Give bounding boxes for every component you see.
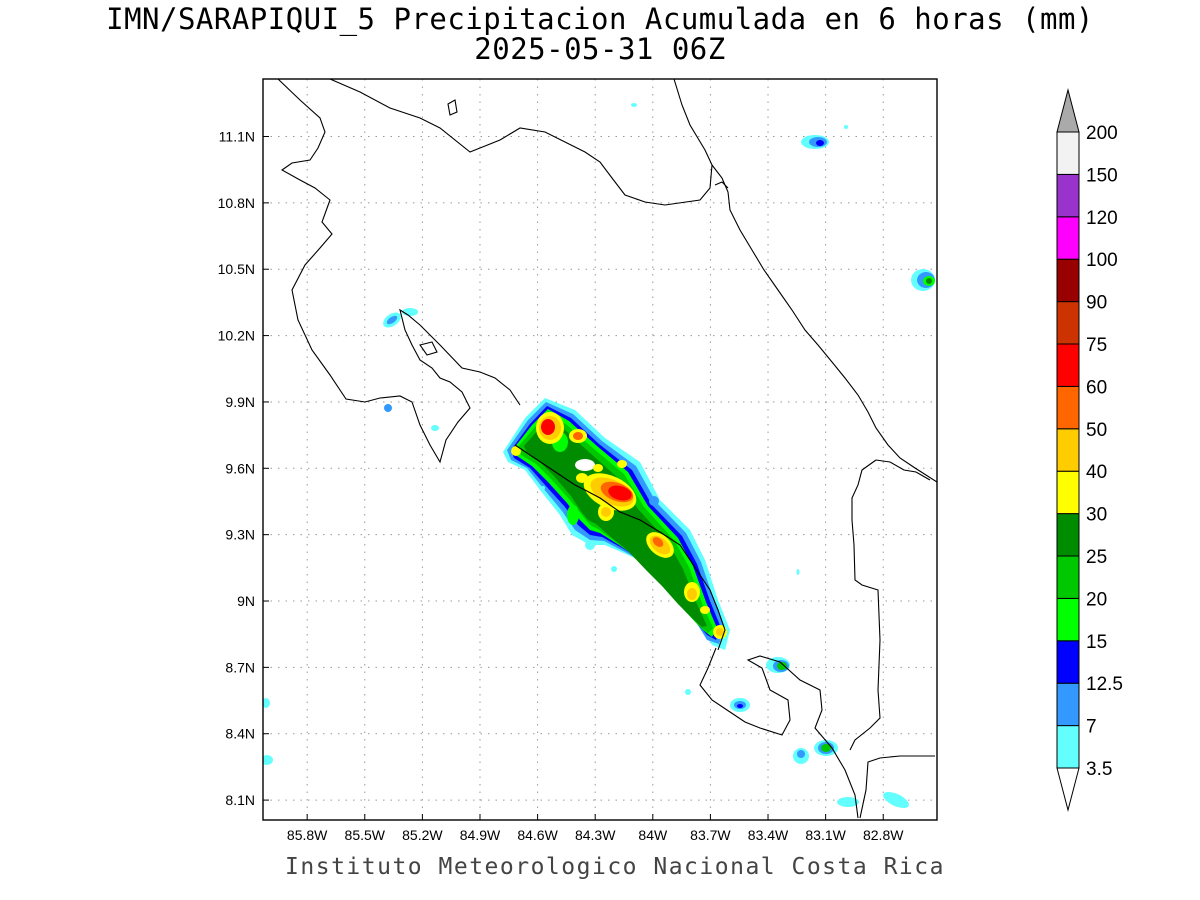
- lat-tick-label: 9.3N: [225, 527, 255, 543]
- lon-tick-label: 83.1W: [805, 827, 846, 843]
- lat-tick-label: 8.4N: [225, 726, 255, 742]
- colorbar-level-label: 90: [1086, 293, 1107, 314]
- colorbar-legend: 3.5 7 12.5 15 20 25 30 40 50 60 75 90 100 120 150 200: [1056, 88, 1123, 812]
- lat-tick-label: 8.1N: [225, 792, 255, 808]
- colorbar-level-label: 60: [1086, 377, 1107, 398]
- lat-tick-label: 9N: [237, 593, 255, 609]
- lon-tick-label: 84.3W: [575, 827, 616, 843]
- rain-core-north: [536, 412, 587, 444]
- rain-core-central: [576, 460, 637, 521]
- colorbar-swatch: [1056, 428, 1080, 472]
- latitude-axis: 11.1N 10.8N 10.5N 10.2N 9.9N 9.6N 9.3N 9N 8.7N 8.…: [218, 129, 269, 808]
- lat-tick-label: 10.5N: [218, 261, 255, 277]
- colorbar-level-label: 20: [1086, 589, 1107, 610]
- colorbar-level-label: 25: [1086, 547, 1107, 568]
- lat-tick-label: 10.2N: [218, 328, 255, 344]
- lat-tick-label: 10.8N: [218, 195, 255, 211]
- colorbar-swatch: [1056, 470, 1080, 515]
- colorbar-level-label: 40: [1086, 462, 1107, 483]
- lon-tick-label: 85.5W: [345, 827, 386, 843]
- coastline-and-borders: [277, 79, 937, 819]
- colorbar-swatch: [1056, 258, 1080, 303]
- map-title: IMN/SARAPIQUI_5 Precipitacion Acumulada …: [106, 2, 1094, 36]
- colorbar-level-label: 15: [1086, 632, 1107, 653]
- colorbar-level-label: 150: [1086, 165, 1118, 186]
- colorbar-level-label: 100: [1086, 250, 1118, 271]
- precipitation-field: [263, 103, 935, 809]
- colorbar-level-label: 30: [1086, 505, 1107, 526]
- colorbar-level-label: 75: [1086, 335, 1107, 356]
- map-frame: [262, 78, 938, 821]
- colorbar-swatch: [1056, 597, 1080, 642]
- lon-tick-label: 84.9W: [460, 827, 501, 843]
- colorbar-swatch: [1056, 301, 1080, 345]
- colorbar-level-label: 120: [1086, 208, 1118, 229]
- colorbar-swatch: [1056, 343, 1080, 387]
- colorbar-swatch: [1056, 216, 1080, 260]
- lon-tick-label: 82.8W: [863, 827, 904, 843]
- lon-tick-label: 85.2W: [402, 827, 443, 843]
- longitude-axis: 85.8W 85.5W 85.2W 84.9W 84.6W 84.3W 84W 83.7W 83…: [287, 814, 904, 843]
- rain-scattered-cells: [263, 103, 935, 809]
- colorbar-level-label: 50: [1086, 420, 1107, 441]
- lat-tick-label: 9.9N: [225, 394, 255, 410]
- rain-band-main: [503, 398, 730, 650]
- colorbar-level-label: 12.5: [1086, 674, 1123, 695]
- lon-tick-label: 83.4W: [748, 827, 789, 843]
- lat-tick-label: 11.1N: [219, 129, 255, 145]
- lon-tick-label: 84.6W: [517, 827, 558, 843]
- colorbar-level-label: 7: [1086, 717, 1097, 738]
- footer-credit: Instituto Meteorologico Nacional Costa R…: [285, 854, 945, 880]
- map-valid-time: 2025-05-31 06Z: [474, 32, 726, 66]
- colorbar-level-label: 200: [1086, 123, 1118, 144]
- colorbar-swatch: [1056, 385, 1080, 430]
- colorbar-swatch: [1056, 513, 1080, 557]
- colorbar-swatch: [1056, 640, 1080, 684]
- lat-tick-label: 8.7N: [225, 659, 255, 675]
- colorbar-swatch: [1056, 682, 1080, 727]
- colorbar-swatch: [1056, 131, 1080, 175]
- lon-tick-label: 85.8W: [287, 827, 328, 843]
- lon-tick-label: 83.7W: [690, 827, 731, 843]
- colorbar-level-label: 3.5: [1086, 759, 1112, 780]
- lon-tick-label: 84W: [638, 827, 668, 843]
- lat-tick-label: 9.6N: [225, 460, 255, 476]
- colorbar-over-triangle: [1056, 88, 1080, 133]
- colorbar-swatch: [1056, 725, 1080, 769]
- colorbar-under-triangle: [1056, 767, 1080, 812]
- colorbar-swatch: [1056, 555, 1080, 599]
- colorbar-swatch: [1056, 173, 1080, 218]
